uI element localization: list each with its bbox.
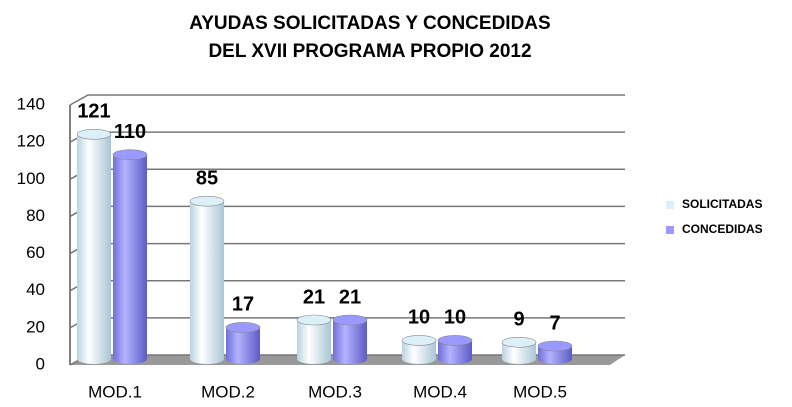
value-label: 17 [232, 294, 254, 316]
legend-label: CONCEDIDAS [682, 222, 763, 236]
bar [190, 201, 224, 359]
bar [77, 134, 111, 359]
legend-label: SOLICITADAS [682, 197, 762, 211]
bar-base [113, 354, 147, 364]
bar-top [332, 314, 368, 326]
y-tick-label: 80 [26, 206, 45, 225]
x-tick-label: MOD.2 [201, 382, 255, 401]
bar-base [297, 354, 331, 364]
bar-top [225, 322, 261, 333]
x-tick-label: MOD.4 [413, 382, 467, 401]
grid-line [69, 168, 625, 180]
bar-base [538, 354, 572, 364]
legend-swatch [666, 226, 674, 234]
value-label: 9 [513, 309, 524, 331]
y-tick-label: 140 [17, 94, 45, 113]
bar-top [189, 195, 225, 207]
bar-top [112, 149, 148, 161]
x-tick-label: MOD.1 [88, 382, 142, 401]
bar-top [437, 335, 473, 346]
grid-line [69, 131, 625, 143]
bar-top [76, 128, 112, 140]
grid-line [69, 242, 625, 255]
x-tick-label: MOD.3 [308, 382, 362, 401]
bar-top [296, 314, 332, 326]
value-label: 10 [444, 307, 466, 329]
grid-line [69, 94, 625, 106]
bar-top [501, 336, 537, 348]
bar [113, 154, 147, 359]
bar-base [190, 354, 224, 364]
y-tick-label: 100 [17, 169, 45, 188]
bar-base [438, 354, 472, 364]
y-tick-label: 20 [26, 317, 45, 336]
chart-title: AYUDAS SOLICITADAS Y CONCEDIDAS DEL XVII… [189, 13, 551, 62]
value-label: 110 [114, 121, 146, 143]
value-label: 85 [196, 167, 218, 189]
legend-swatch [666, 201, 674, 209]
bar-base [77, 354, 111, 364]
y-tick-label: 0 [36, 354, 45, 373]
bar [333, 320, 367, 359]
y-tick-label: 60 [26, 243, 45, 262]
grid-line [69, 205, 625, 218]
bar [297, 320, 331, 359]
y-tick-label: 120 [17, 132, 45, 151]
bar-base [402, 354, 436, 364]
value-label: 21 [303, 286, 325, 308]
bar-top [537, 340, 573, 352]
bar-base [226, 354, 260, 364]
bar-base [333, 354, 367, 364]
x-tick-label: MOD.5 [513, 382, 567, 401]
bar-base [502, 354, 536, 364]
value-label: 121 [77, 101, 110, 123]
value-label: 21 [339, 286, 361, 308]
y-tick-label: 40 [26, 280, 45, 299]
value-label: 10 [408, 307, 430, 329]
value-label: 7 [549, 312, 560, 334]
bar-top [401, 335, 437, 346]
